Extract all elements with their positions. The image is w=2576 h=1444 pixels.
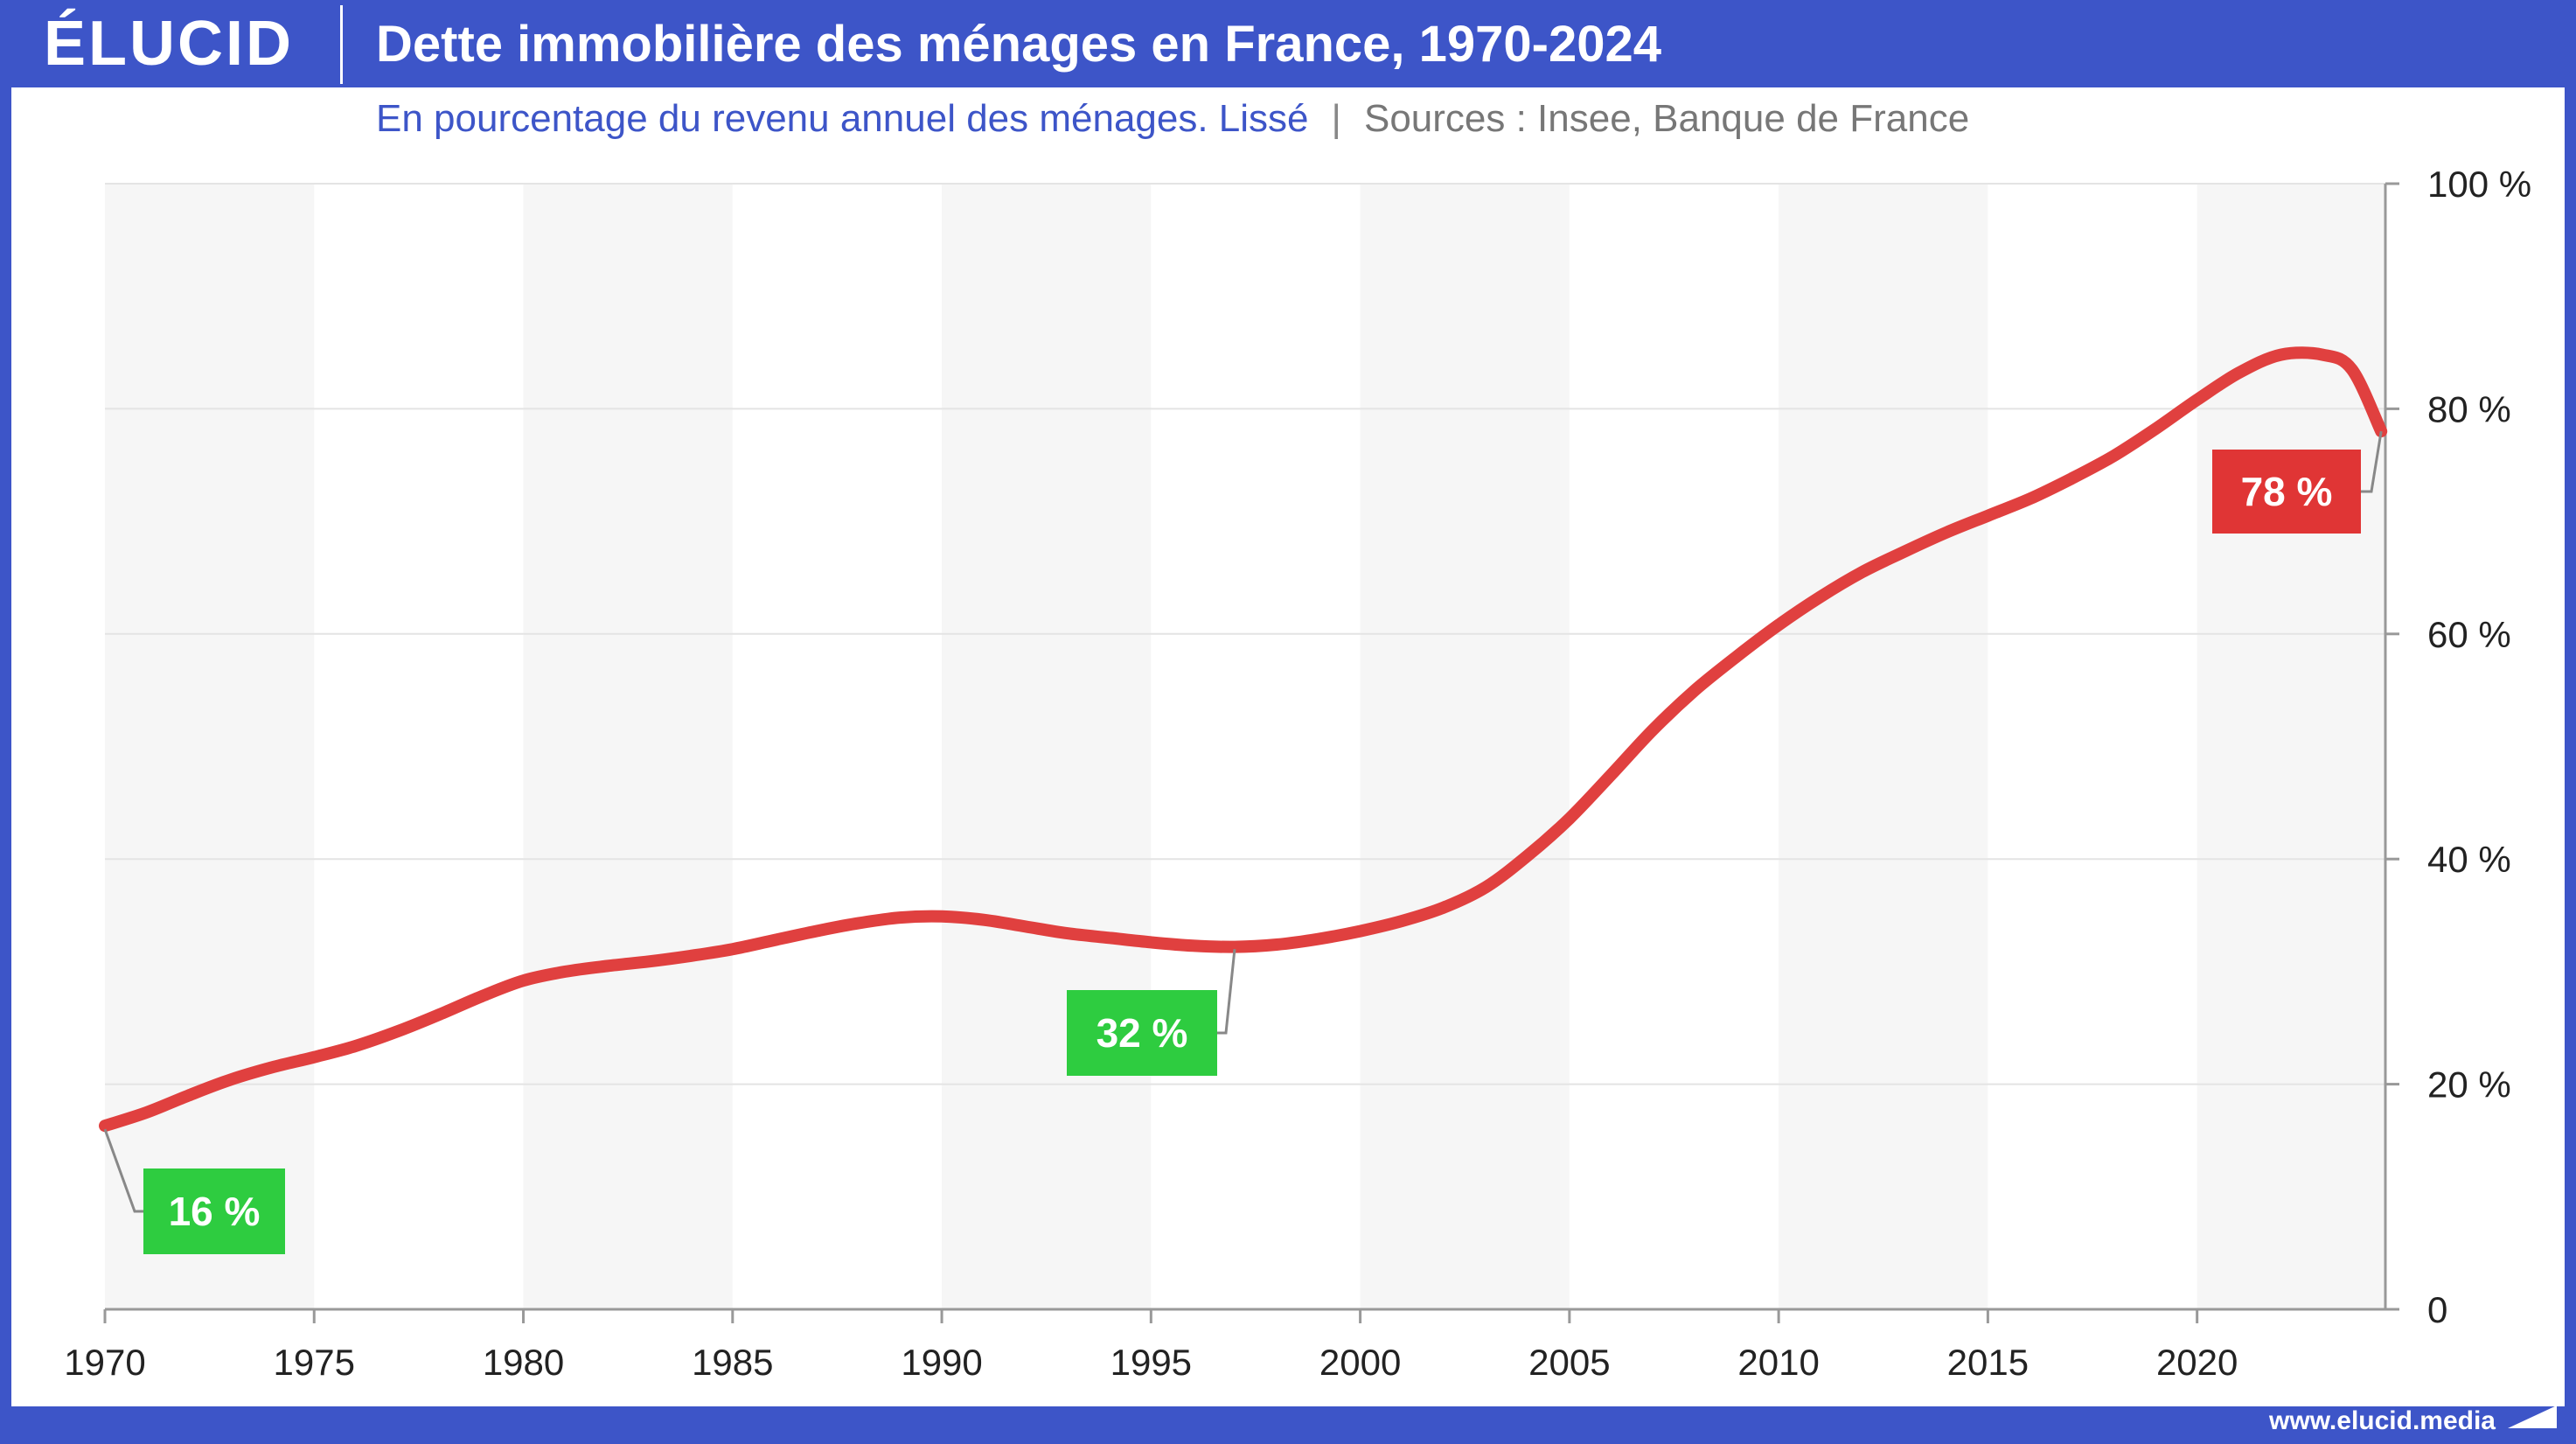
header-bar: ÉLUCID Dette immobilière des ménages en … bbox=[0, 0, 2576, 87]
x-tick-label: 1985 bbox=[692, 1342, 773, 1383]
chart-sources: Sources : Insee, Banque de France bbox=[1363, 97, 1970, 140]
series-line bbox=[99, 346, 2388, 1133]
series-group bbox=[99, 346, 2388, 1133]
y-tick-label: 60 % bbox=[2427, 614, 2511, 655]
x-tick-label: 2010 bbox=[1737, 1342, 1819, 1383]
chart-title: Dette immobilière des ménages en France,… bbox=[376, 16, 1662, 73]
axes bbox=[105, 184, 2387, 1311]
x-axis-ticks: 1970 1975 1980 1985 1990 1995 2000 2005 2010 2015… bbox=[64, 1309, 2238, 1383]
annotation-leader bbox=[2361, 430, 2383, 493]
elucid-logo[interactable]: ÉLUCID bbox=[44, 9, 294, 79]
annotation-badge bbox=[1067, 990, 1217, 1076]
background-bands bbox=[105, 184, 2385, 1309]
x-tick-label: 1970 bbox=[64, 1342, 145, 1383]
grid-lines bbox=[105, 183, 2385, 1085]
x-tick-label: 2015 bbox=[1947, 1342, 2029, 1383]
logo-divider bbox=[340, 5, 343, 84]
x-tick-label: 2020 bbox=[2156, 1342, 2238, 1383]
chart-subtitle: En pourcentage du revenu annuel des ména… bbox=[376, 97, 1309, 140]
background-band bbox=[1779, 184, 1988, 1309]
x-tick-label: 1975 bbox=[274, 1342, 355, 1383]
x-tick-label: 2005 bbox=[1528, 1342, 1610, 1383]
annotation-label: 32 % bbox=[1097, 1010, 1188, 1056]
y-tick-label: 20 % bbox=[2427, 1064, 2511, 1106]
elucid-mark-icon bbox=[2508, 1406, 2557, 1428]
annotation-label: 16 % bbox=[169, 1189, 261, 1234]
subtitle-separator: | bbox=[1331, 97, 1341, 140]
annotations: 16 % 32 % 78 % bbox=[103, 430, 2383, 1254]
annotation-leader bbox=[103, 1128, 143, 1213]
background-band bbox=[105, 184, 315, 1309]
x-tick-label: 1995 bbox=[1110, 1342, 1192, 1383]
x-tick-label: 2000 bbox=[1319, 1342, 1401, 1383]
annotation-label: 78 % bbox=[2241, 469, 2333, 514]
chart-frame bbox=[11, 87, 2565, 1406]
footer-url[interactable]: www.elucid.media bbox=[2269, 1406, 2496, 1435]
annotation-badge bbox=[2212, 450, 2361, 534]
x-tick-label: 1980 bbox=[483, 1342, 564, 1383]
y-tick-label: 0 bbox=[2427, 1289, 2447, 1330]
background-band bbox=[1360, 184, 1570, 1309]
x-tick-label: 1990 bbox=[901, 1342, 982, 1383]
background-band bbox=[942, 184, 1152, 1309]
annotation-badge bbox=[143, 1168, 285, 1254]
y-tick-label: 40 % bbox=[2427, 839, 2511, 880]
subtitle-row: En pourcentage du revenu annuel des ména… bbox=[376, 94, 1969, 143]
y-axis-ticks: 0 20 % 40 % 60 % 80 % 100 % bbox=[2385, 164, 2531, 1330]
background-band bbox=[523, 184, 733, 1309]
y-tick-label: 100 % bbox=[2427, 164, 2531, 205]
y-tick-label: 80 % bbox=[2427, 388, 2511, 429]
